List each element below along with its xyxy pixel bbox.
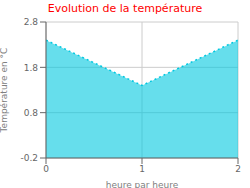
svg-text:2: 2 [235,164,241,174]
html-text:Evolution de la température: Evolution de la température [47,2,203,15]
svg-text:Température en °C: Température en °C [8,48,9,134]
svg-text:0.8: 0.8 [24,108,39,118]
svg-text:heure par heure: heure par heure [106,180,179,188]
svg-text:2.8: 2.8 [24,18,39,27]
svg-text:-0.2: -0.2 [20,153,38,163]
svg-text:1.8: 1.8 [24,63,39,73]
svg-text:1: 1 [139,164,145,174]
svg-text:0: 0 [43,164,49,174]
